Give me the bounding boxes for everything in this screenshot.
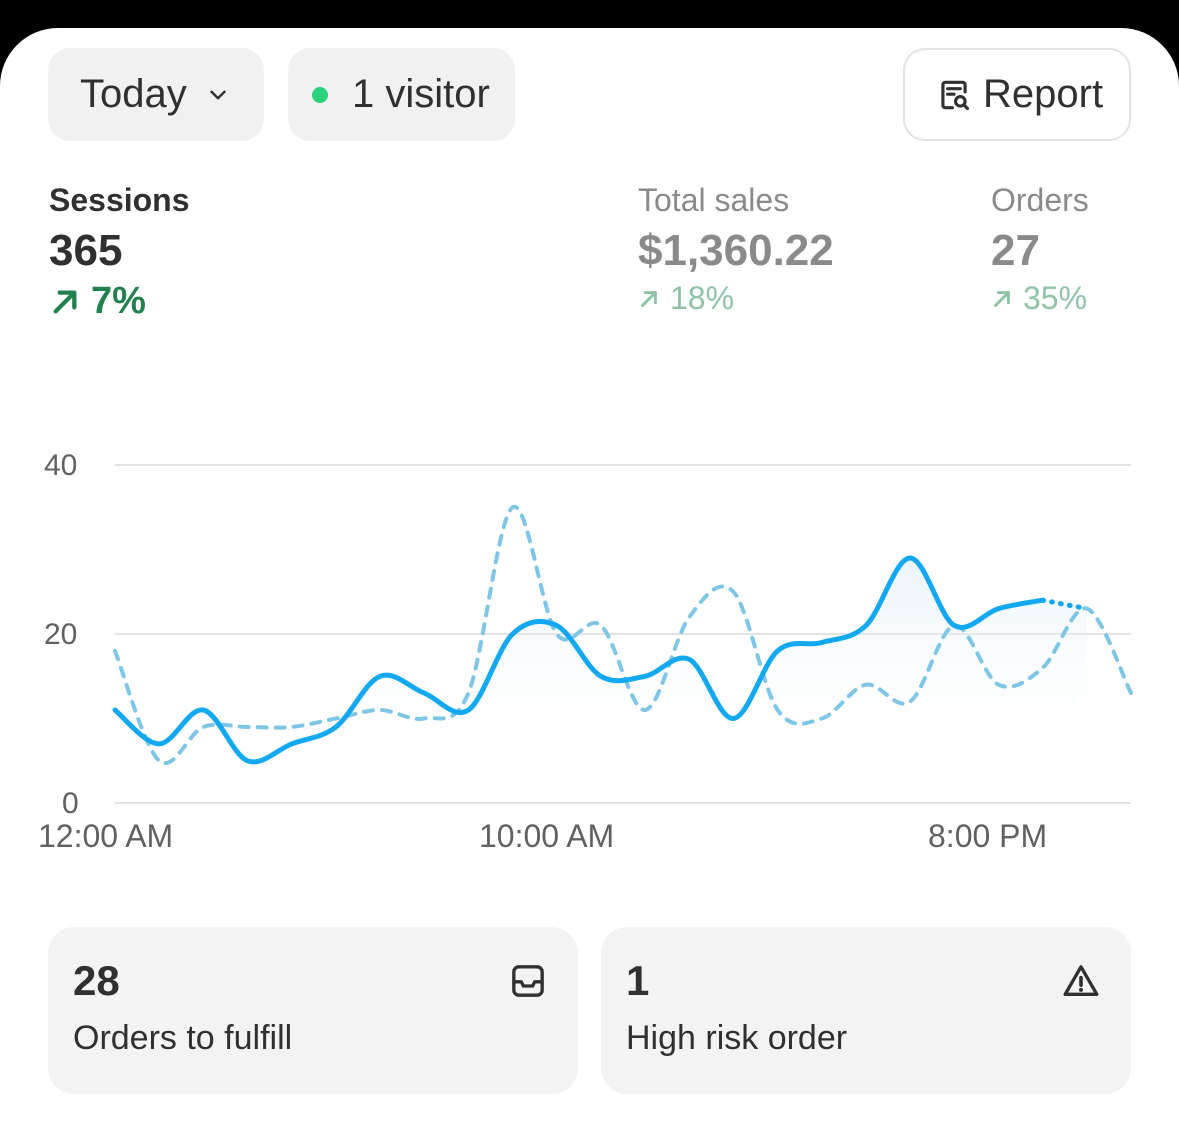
report-button[interactable]: Report [903, 48, 1131, 141]
metric-change-value: 7% [91, 280, 146, 322]
metric-change: 7% [49, 280, 190, 323]
tile-value: 1 [626, 957, 650, 1004]
metric-total-sales[interactable]: Total sales $1,360.22 18% [638, 182, 834, 317]
metric-change-value: 35% [1023, 280, 1088, 316]
live-visitors-button[interactable]: 1 visitor [288, 48, 515, 141]
y-tick-label: 20 [44, 618, 78, 651]
arrow-up-right-icon [53, 290, 77, 313]
y-tick-label: 0 [62, 787, 79, 820]
tile-value: 28 [73, 957, 120, 1004]
tile-label: High risk order [626, 1019, 848, 1057]
metric-label: Sessions [49, 182, 190, 218]
live-visitors-label: 1 visitor [352, 72, 490, 116]
metric-label: Orders [991, 182, 1089, 218]
report-label: Report [983, 72, 1104, 116]
metric-value: $1,360.22 [638, 226, 834, 275]
x-tick-label: 12:00 AM [38, 818, 174, 854]
high-risk-order-tile[interactable]: 1 High risk order [601, 927, 1131, 1094]
inbox-icon [512, 965, 544, 997]
metric-change: 35% [991, 280, 1089, 317]
alert-triangle-icon [1063, 965, 1099, 996]
metric-orders[interactable]: Orders 27 35% [991, 182, 1089, 317]
date-range-label: Today [80, 72, 187, 116]
metric-sessions[interactable]: Sessions 365 7% [49, 182, 190, 323]
arrow-up-right-icon [641, 290, 657, 307]
arrow-up-right-icon [994, 290, 1010, 307]
tile-label: Orders to fulfill [73, 1019, 293, 1057]
x-tick-label: 8:00 PM [928, 818, 1048, 854]
x-tick-label: 10:00 AM [479, 818, 615, 854]
chevron-down-icon [210, 90, 226, 99]
metric-value: 365 [49, 226, 123, 275]
metric-value: 27 [991, 226, 1040, 275]
date-range-dropdown[interactable]: Today [48, 48, 264, 141]
orders-to-fulfill-tile[interactable]: 28 Orders to fulfill [48, 927, 578, 1094]
live-status-dot [312, 86, 328, 103]
report-search-icon [941, 80, 970, 110]
y-tick-label: 40 [44, 449, 78, 482]
metric-label: Total sales [638, 182, 790, 218]
metric-change-value: 18% [670, 280, 735, 316]
metric-change: 18% [638, 280, 834, 317]
